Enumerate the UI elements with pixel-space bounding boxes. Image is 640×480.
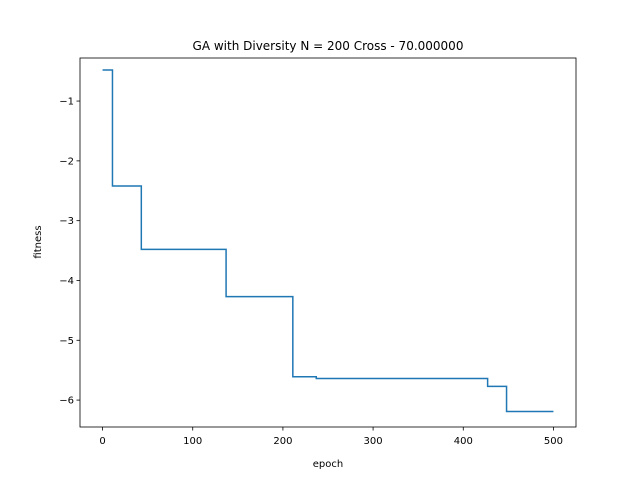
plot-area <box>102 69 554 413</box>
y-tick-label: −4 <box>59 276 74 287</box>
x-tick-label: 100 <box>183 436 202 447</box>
y-axis-label: fitness <box>33 225 44 258</box>
x-tick-label: 200 <box>273 436 292 447</box>
y-tick-label: −3 <box>59 216 74 227</box>
x-axis: 0 100 200 300 400 500 <box>99 427 563 447</box>
x-axis-label: epoch <box>313 459 343 470</box>
chart-title: GA with Diversity N = 200 Cross - 70.000… <box>193 39 464 53</box>
series-line <box>102 69 554 413</box>
y-tick-label: −2 <box>59 156 74 167</box>
x-tick-label: 500 <box>544 436 563 447</box>
y-tick-label: −5 <box>59 336 74 347</box>
x-tick-label: 300 <box>364 436 383 447</box>
y-tick-label: −1 <box>59 97 74 108</box>
axes-frame <box>79 57 577 428</box>
x-tick-label: 0 <box>99 436 105 447</box>
x-tick-label: 400 <box>454 436 473 447</box>
y-tick-label: −6 <box>59 396 74 407</box>
y-axis: −1 −2 −3 −4 −5 −6 <box>59 97 80 407</box>
